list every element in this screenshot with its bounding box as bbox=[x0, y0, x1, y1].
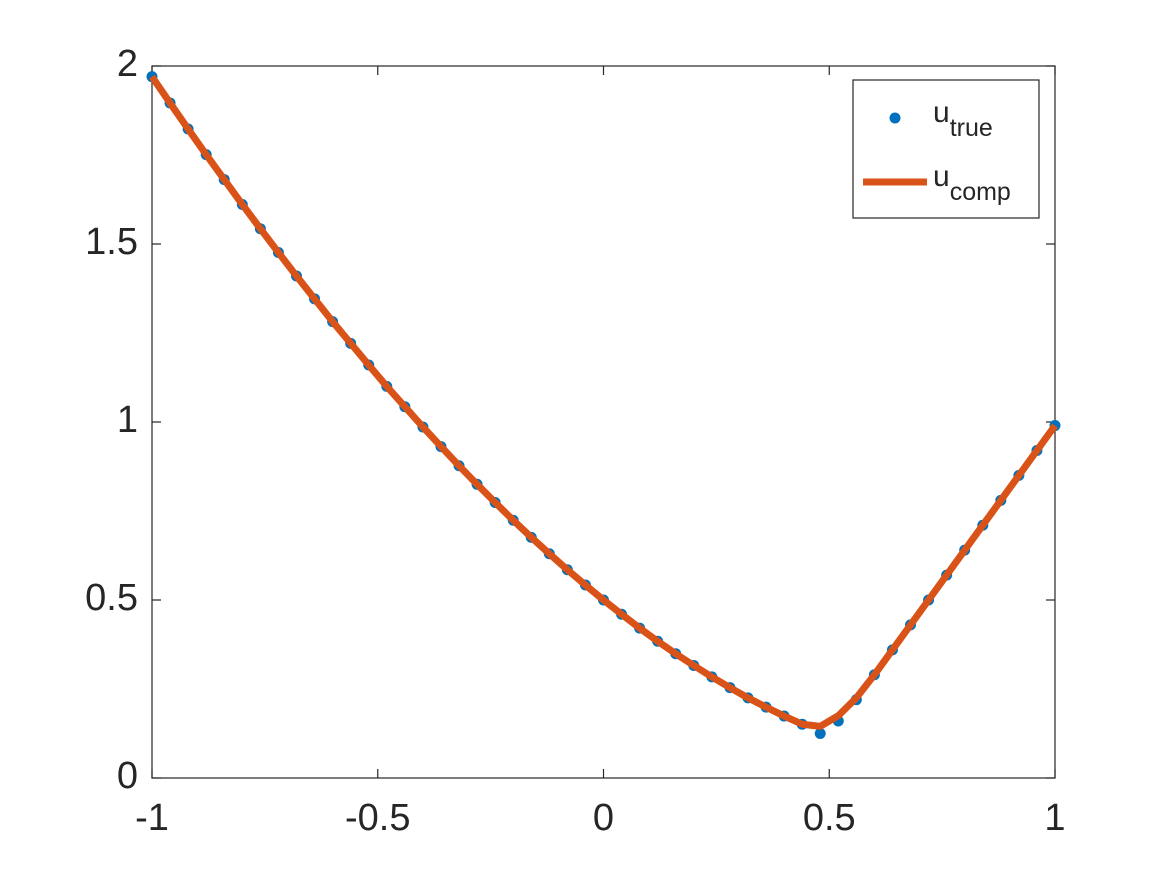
y-tick-label: 1 bbox=[117, 399, 138, 441]
legend-label-subscript: comp bbox=[950, 178, 1011, 206]
legend-label-base: u bbox=[933, 96, 950, 129]
legend-label: utrue bbox=[933, 96, 993, 142]
data-line bbox=[149, 74, 1058, 730]
legend-label: ucomp bbox=[933, 160, 1011, 206]
x-tick-label: 0 bbox=[593, 797, 614, 839]
x-tick-label: -1 bbox=[135, 797, 169, 839]
legend-marker bbox=[889, 112, 901, 124]
legend-label-base: u bbox=[933, 160, 950, 193]
y-tick-label: 1.5 bbox=[85, 221, 138, 263]
y-tick-label: 0 bbox=[117, 755, 138, 797]
legend-box bbox=[852, 79, 1040, 219]
x-tick-label: 1 bbox=[1044, 797, 1065, 839]
y-tick-label: 0.5 bbox=[85, 577, 138, 619]
legend-label-subscript: true bbox=[950, 114, 993, 142]
data-point bbox=[814, 728, 826, 739]
y-tick-label: 2 bbox=[117, 43, 138, 85]
x-tick-label: -0.5 bbox=[345, 797, 410, 839]
x-tick-label: 0.5 bbox=[803, 797, 856, 839]
